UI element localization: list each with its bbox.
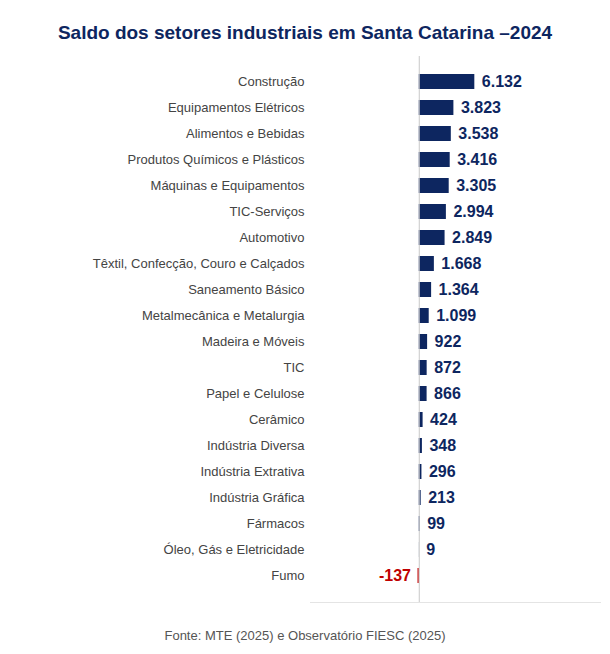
svg-text:Máquinas e Equipamentos: Máquinas e Equipamentos [151, 178, 305, 193]
svg-text:1.668: 1.668 [441, 255, 481, 272]
svg-text:3.416: 3.416 [457, 151, 497, 168]
svg-text:1.099: 1.099 [436, 307, 476, 324]
svg-text:872: 872 [434, 359, 461, 376]
svg-text:Fármacos: Fármacos [247, 516, 305, 531]
svg-text:3.538: 3.538 [458, 125, 498, 142]
svg-text:Construção: Construção [238, 74, 304, 89]
svg-text:Cerâmico: Cerâmico [249, 412, 305, 427]
svg-text:Saneamento Básico: Saneamento Básico [188, 282, 304, 297]
svg-text:348: 348 [429, 437, 456, 454]
svg-text:Produtos Químicos e Plásticos: Produtos Químicos e Plásticos [127, 152, 305, 167]
svg-text:424: 424 [430, 411, 457, 428]
svg-text:2.849: 2.849 [452, 229, 492, 246]
svg-text:Óleo, Gás e Eletricidade: Óleo, Gás e Eletricidade [164, 542, 305, 557]
svg-text:TIC-Serviços: TIC-Serviços [229, 204, 305, 219]
html-text:Fonte: MTE (2025) e Observatór: Fonte: MTE (2025) e Observatório FIESC (… [164, 628, 446, 643]
svg-text:Têxtil, Confecção, Couro e Cal: Têxtil, Confecção, Couro e Calçados [93, 256, 305, 271]
svg-text:3.823: 3.823 [461, 99, 501, 116]
svg-text:Metalmecânica e Metalurgia: Metalmecânica e Metalurgia [142, 308, 305, 323]
svg-text:296: 296 [429, 463, 456, 480]
svg-text:Alimentos e Bebidas: Alimentos e Bebidas [186, 126, 305, 141]
svg-text:3.305: 3.305 [456, 177, 496, 194]
svg-text:Indústria Diversa: Indústria Diversa [207, 438, 305, 453]
svg-text:922: 922 [435, 333, 462, 350]
svg-text:2.994: 2.994 [453, 203, 493, 220]
svg-text:TIC: TIC [284, 360, 305, 375]
svg-text:99: 99 [427, 515, 445, 532]
svg-text:Madeira e Móveis: Madeira e Móveis [202, 334, 305, 349]
svg-text:Papel e Celulose: Papel e Celulose [206, 386, 304, 401]
html-text:Saldo dos setores industriais: Saldo dos setores industriais em Santa C… [57, 22, 553, 43]
svg-text:Automotivo: Automotivo [239, 230, 304, 245]
svg-text:Fumo: Fumo [271, 568, 304, 583]
svg-text:1.364: 1.364 [439, 281, 479, 298]
svg-text:Indústria Gráfica: Indústria Gráfica [209, 490, 305, 505]
svg-text:-137: -137 [379, 567, 411, 584]
svg-text:Equipamentos Elétricos: Equipamentos Elétricos [168, 100, 305, 115]
svg-text:6.132: 6.132 [482, 73, 522, 90]
svg-text:866: 866 [434, 385, 461, 402]
svg-text:213: 213 [428, 489, 455, 506]
svg-text:9: 9 [426, 541, 435, 558]
svg-text:Indústria Extrativa: Indústria Extrativa [200, 464, 305, 479]
